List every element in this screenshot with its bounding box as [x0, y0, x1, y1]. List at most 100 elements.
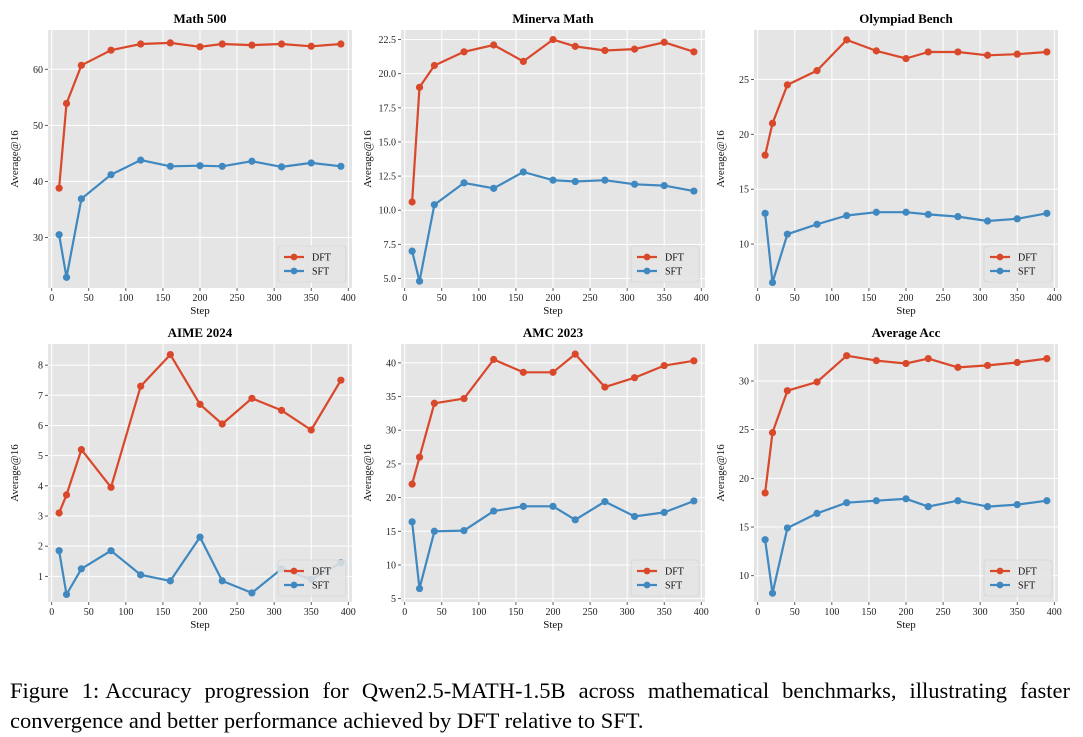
legend-label: SFT: [312, 267, 329, 278]
data-point-dft: [601, 46, 609, 55]
series-line-dft: [58, 41, 341, 189]
legend: DFT SFT: [277, 559, 347, 597]
data-point-sft: [77, 195, 85, 203]
data-point-sft: [408, 247, 416, 255]
data-point-sft: [490, 184, 498, 192]
x-tick-label: 100: [471, 607, 486, 618]
x-axis-label: Step: [190, 619, 210, 631]
x-tick-label: 100: [824, 607, 839, 618]
legend-marker: [643, 253, 651, 261]
data-point-dft: [196, 400, 204, 408]
legend: DFT SFT: [277, 245, 347, 283]
data-point-sft: [954, 213, 962, 221]
data-point-dft: [783, 387, 791, 395]
legend-label: SFT: [1018, 581, 1035, 592]
chart-title: Minerva Math: [512, 11, 594, 26]
legend: DFT SFT: [983, 559, 1053, 597]
data-point-sft: [690, 497, 698, 505]
x-tick-label: 250: [936, 293, 951, 304]
y-tick-label: 2: [38, 542, 43, 553]
data-point-dft: [77, 61, 85, 69]
y-tick-label: 25: [739, 425, 749, 436]
data-point-sft: [872, 497, 880, 505]
data-point-dft: [415, 83, 424, 91]
data-point-dft: [196, 43, 204, 51]
data-point-dft: [690, 48, 698, 56]
data-point-dft: [571, 350, 579, 358]
data-point-dft: [430, 399, 438, 407]
figure-charts: 0 50 100 150 200 250 300 350 400 30 40 50 60 Math 500…: [9, 11, 1062, 631]
data-point-sft: [954, 497, 962, 505]
data-point-dft: [571, 42, 579, 50]
x-tick-label: 300: [973, 293, 988, 304]
x-tick-label: 350: [657, 293, 672, 304]
data-point-dft: [872, 356, 880, 365]
data-point-sft: [218, 577, 226, 585]
legend-marker: [643, 267, 651, 275]
data-point-dft: [549, 35, 557, 44]
x-tick-label: 400: [341, 607, 356, 618]
legend: DFT SFT: [630, 559, 700, 597]
x-tick-label: 150: [155, 607, 170, 618]
x-tick-label: 150: [155, 293, 170, 304]
data-point-sft: [248, 589, 256, 597]
x-tick-label: 300: [267, 293, 282, 304]
data-point-dft: [415, 453, 424, 461]
data-point-dft: [761, 151, 769, 159]
data-point-dft: [768, 119, 777, 127]
data-point-dft: [761, 489, 769, 497]
data-point-dft: [55, 184, 63, 192]
data-point-dft: [137, 40, 145, 48]
x-tick-label: 200: [546, 293, 561, 304]
data-point-sft: [519, 502, 527, 510]
y-axis-label: Average@16: [9, 130, 21, 188]
x-tick-label: 50: [84, 607, 94, 618]
data-point-dft: [460, 48, 468, 56]
data-point-sft: [924, 502, 932, 511]
series-line-dft: [764, 38, 1047, 156]
x-axis-label: Step: [896, 305, 916, 317]
data-point-sft: [630, 180, 639, 188]
data-point-dft: [490, 41, 498, 49]
y-tick-label: 5: [391, 594, 396, 605]
x-tick-label: 350: [657, 607, 672, 618]
data-point-sft: [460, 526, 468, 535]
data-point-sft: [107, 171, 115, 179]
data-point-dft: [519, 368, 527, 376]
data-point-dft: [490, 355, 498, 364]
data-point-dft: [1043, 355, 1051, 363]
x-tick-label: 0: [49, 607, 54, 618]
y-tick-label: 5.0: [384, 274, 397, 285]
x-tick-label: 350: [304, 293, 319, 304]
data-point-sft: [783, 230, 791, 238]
x-tick-label: 150: [508, 607, 523, 618]
x-tick-label: 0: [49, 293, 54, 304]
data-point-dft: [337, 376, 345, 384]
data-point-dft: [248, 394, 256, 402]
data-point-dft: [218, 420, 226, 428]
data-point-sft: [77, 565, 85, 573]
caption-prefix: Figure 1:: [10, 678, 100, 703]
series-line-sft: [58, 159, 342, 279]
legend-label: SFT: [312, 581, 329, 592]
data-point-dft: [601, 383, 609, 391]
x-tick-label: 100: [471, 293, 486, 304]
chart-title: Olympiad Bench: [859, 11, 953, 26]
x-tick-label: 0: [402, 607, 407, 618]
data-point-sft: [601, 176, 609, 184]
y-tick-label: 40: [386, 358, 396, 369]
data-point-sft: [137, 156, 145, 164]
y-tick-label: 15: [739, 185, 749, 196]
data-point-dft: [1013, 358, 1021, 367]
x-tick-label: 200: [193, 607, 208, 618]
data-point-dft: [408, 198, 416, 206]
y-tick-label: 6: [38, 421, 43, 432]
legend-label: DFT: [1018, 253, 1037, 264]
figure-caption: Figure 1: Accuracy progression for Qwen2.…: [10, 676, 1070, 736]
data-point-sft: [843, 211, 851, 220]
x-tick-label: 50: [437, 293, 447, 304]
legend-marker: [996, 267, 1004, 275]
y-tick-label: 20: [739, 474, 749, 485]
data-point-sft: [415, 277, 424, 285]
data-point-dft: [630, 45, 639, 53]
